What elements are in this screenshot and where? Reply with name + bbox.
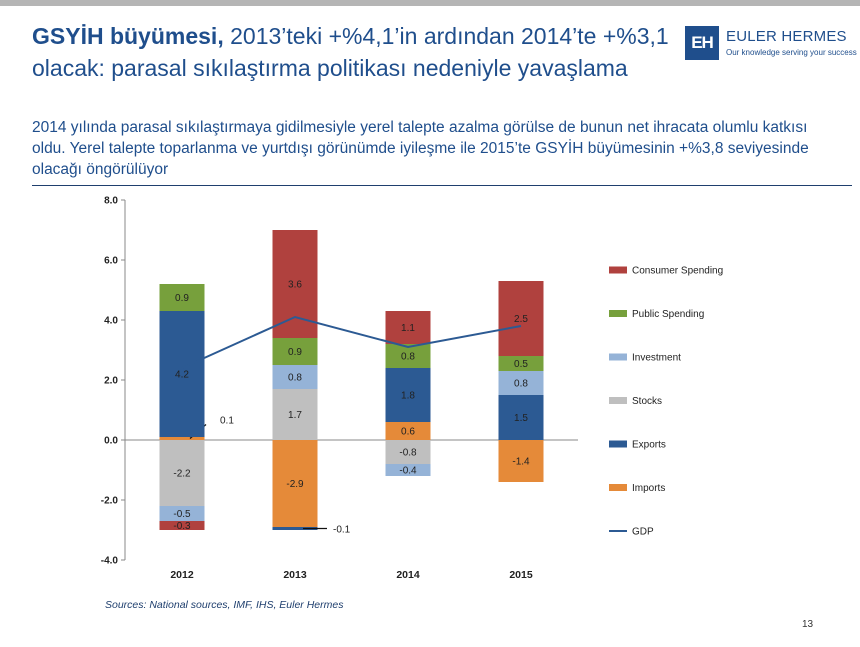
bar-imports [272,440,318,527]
callout-label: 0.1 [220,416,234,427]
bar-data-label: 0.6 [401,427,415,438]
y-tick-label: -4.0 [101,556,119,567]
x-tick-label: 2015 [509,569,533,581]
x-tick-label: 2013 [283,569,307,581]
legend-label: Exports [632,440,666,451]
bar-investment [498,371,544,395]
x-tick-label: 2012 [170,569,194,581]
logo-mark: EH [685,26,719,60]
logo-tagline: Our knowledge serving your success [726,48,857,57]
y-tick-label: 4.0 [104,316,118,327]
legend-swatch [609,353,627,361]
legend-label: Imports [632,483,665,494]
bar-data-label: 0.8 [288,373,302,384]
bar-data-label: 0.9 [288,347,302,358]
bar-stocks [272,389,318,440]
bar-data-label: 3.6 [288,280,302,291]
bar-data-label: 1.5 [514,413,528,424]
title-rest: 2013’teki +%4,1’in ardından 2014’te +%3,… [32,23,669,81]
bar-imports [498,440,544,482]
bar-exports [385,368,431,422]
logo-name: EULER HERMES [726,28,847,45]
legend-swatch [609,310,627,317]
legend-label: Investment [632,353,681,364]
bar-public-spending [159,284,205,311]
y-tick-label: -2.0 [101,496,119,507]
legend-swatch [609,397,627,404]
slide-title: GSYİH büyümesi, 2013’teki +%4,1’in ardın… [32,20,672,84]
bar-public-spending [272,338,318,365]
y-tick-label: 8.0 [104,196,118,207]
bar-investment [159,506,205,521]
bar-data-label: 0.8 [514,379,528,390]
legend-swatch [609,484,627,491]
callout-label: -0.1 [333,525,351,536]
bar-data-label: 4.2 [175,370,189,381]
bar-imports [385,422,431,440]
bar-data-label: -2.2 [173,469,191,480]
bar-data-label: 1.1 [401,323,415,334]
bar-data-label: 1.8 [401,391,415,402]
bar-exports [272,527,318,530]
bar-consumer-spending [498,281,544,356]
bar-data-label: -0.5 [173,509,191,520]
bar-data-label: -2.9 [286,479,304,490]
bar-data-label: 0.8 [401,352,415,363]
bar-stocks [159,440,205,506]
legend-label: GDP [632,527,654,538]
bar-data-label: 2.5 [514,314,528,325]
legend-label: Consumer Spending [632,266,723,277]
legend-label: Public Spending [632,309,704,320]
bar-data-label: -0.8 [399,448,417,459]
legend-swatch [609,266,627,274]
bar-consumer-spending [159,521,205,530]
bar-consumer-spending [385,311,431,344]
x-tick-label: 2014 [396,569,420,581]
title-bold: GSYİH büyümesi, [32,23,224,49]
y-tick-label: 6.0 [104,256,118,267]
bar-stocks [385,440,431,464]
source-note: Sources: National sources, IMF, IHS, Eul… [105,599,344,611]
y-tick-label: 0.0 [104,436,118,447]
legend-swatch [609,440,627,448]
euler-hermes-logo: EH EULER HERMES Our knowledge serving yo… [685,22,857,66]
bar-investment [272,365,318,389]
slide-subtitle: 2014 yılında parasal sıkılaştırmaya gidi… [32,119,809,178]
bar-data-label: 0.5 [514,359,528,370]
bar-imports [159,437,205,440]
bar-data-label: 0.9 [175,293,189,304]
top-bar [0,0,860,6]
bar-data-label: -0.4 [399,466,417,477]
bar-exports [498,395,544,440]
bar-data-label: -0.3 [173,521,191,532]
page-number: 13 [802,619,814,630]
gdp-line [181,315,522,369]
legend-label: Stocks [632,396,662,407]
bar-investment [385,464,431,476]
y-tick-label: 2.0 [104,376,118,387]
bar-data-label: 1.7 [288,410,302,421]
title-divider [32,185,852,186]
bar-exports [159,311,205,437]
bar-public-spending [498,356,544,371]
bar-data-label: -1.4 [512,457,530,468]
